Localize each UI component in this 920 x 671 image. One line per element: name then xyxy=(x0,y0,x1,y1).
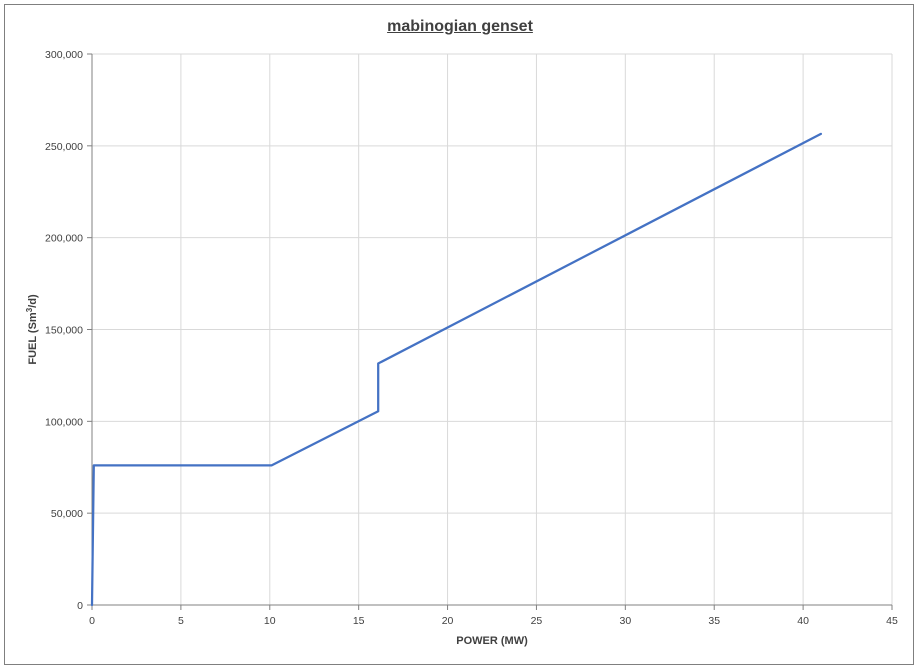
x-tick-label: 30 xyxy=(619,615,631,627)
x-tick-label: 5 xyxy=(178,615,184,627)
x-tick-label: 20 xyxy=(442,615,454,627)
x-axis-title: POWER (MW) xyxy=(456,635,528,647)
y-tick-label: 300,000 xyxy=(45,49,83,61)
x-tick-label: 35 xyxy=(708,615,720,627)
x-tick-label: 45 xyxy=(886,615,898,627)
chart-title: mabinogian genset xyxy=(387,18,533,35)
x-tick-label: 25 xyxy=(531,615,543,627)
x-tick-label: 40 xyxy=(797,615,809,627)
chart-frame xyxy=(4,4,914,665)
y-tick-label: 200,000 xyxy=(45,233,83,245)
y-tick-label: 0 xyxy=(77,600,83,612)
y-tick-label: 150,000 xyxy=(45,325,83,337)
tick-labels: 0 5 10 15 20 25 30 35 40 45 0 50,000 100,000 150,000 2… xyxy=(45,49,898,627)
y-tick-label: 250,000 xyxy=(45,141,83,153)
y-axis-title: FUEL (Sm3/d) xyxy=(25,294,40,365)
gridlines xyxy=(92,53,893,605)
axes xyxy=(87,53,893,610)
x-tick-label: 15 xyxy=(353,615,365,627)
x-tick-label: 10 xyxy=(264,615,276,627)
fuel-series-line xyxy=(90,132,823,607)
x-tick-label: 0 xyxy=(89,615,95,627)
y-tick-label: 100,000 xyxy=(45,416,83,428)
y-tick-label: 50,000 xyxy=(51,508,83,520)
series-layer xyxy=(90,132,823,607)
